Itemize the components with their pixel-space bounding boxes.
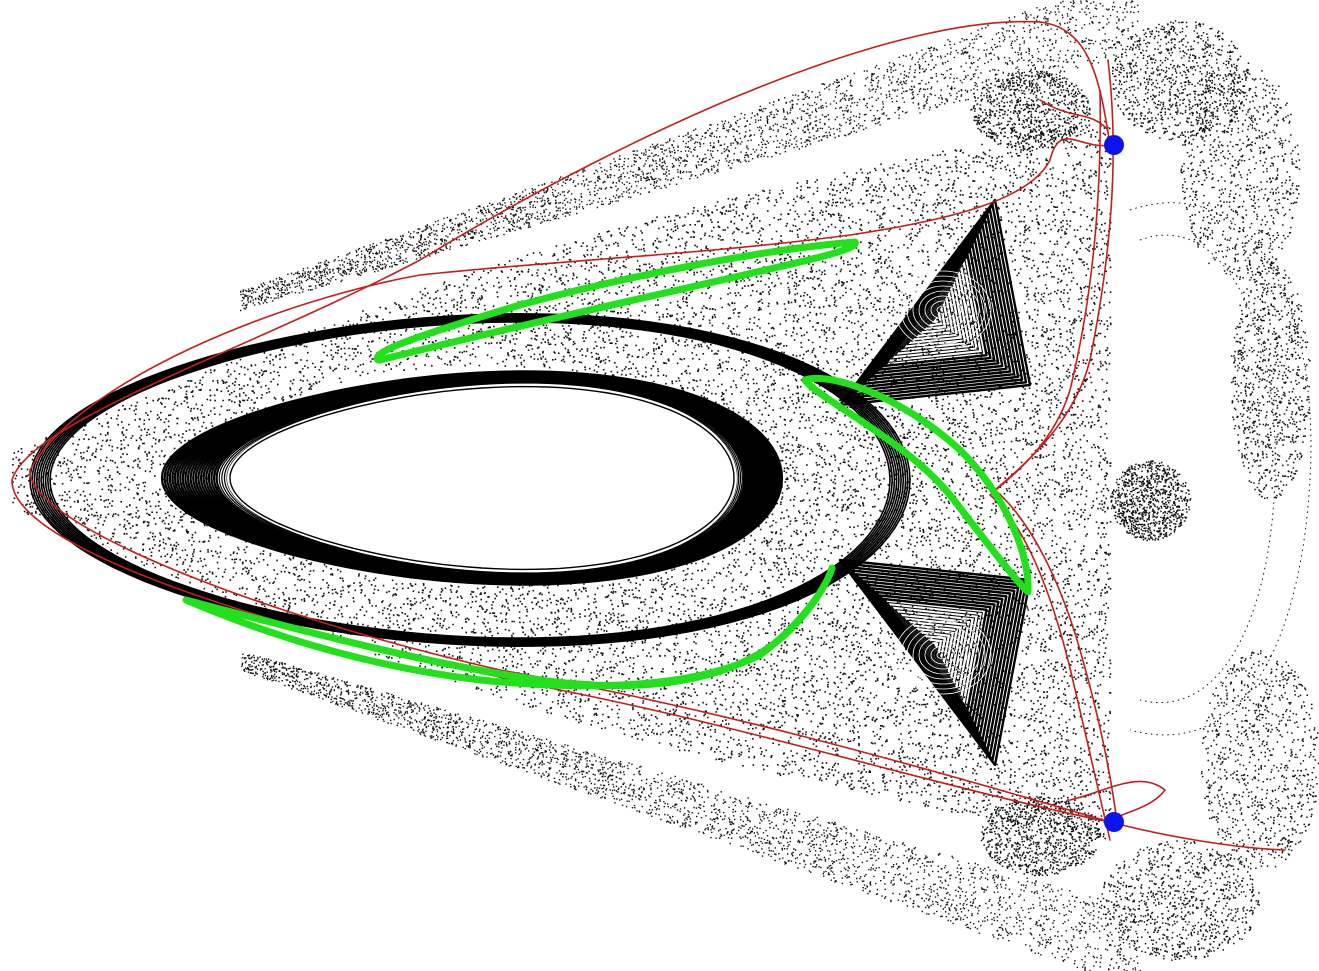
central-outer-band [44,319,896,641]
island-ring [918,630,952,666]
island-center-ring [924,295,962,325]
lower-island [838,558,1032,767]
central-island [29,312,911,648]
island-center-ring [936,650,950,660]
green-curve-bottom [182,564,836,690]
island-ring [882,597,988,712]
manifold-tail-lower-2 [1069,780,1166,823]
island-ring [918,299,952,335]
central-island-core [227,383,737,573]
island-ring [922,633,948,661]
island-ring [882,253,988,368]
island-ring [930,641,940,651]
regular-islands [29,198,1032,767]
island-center-ring [930,645,956,665]
central-outer-band [40,317,900,643]
island-center-ring [894,615,992,695]
central-outer-band [38,316,902,644]
green-curve-top [373,238,859,364]
green-curves [182,238,1032,690]
island-ring [887,259,983,363]
island-center-ring [906,280,980,340]
island-ring [891,264,979,360]
central-island-ring [215,380,746,576]
central-island-ring [221,381,742,575]
central-island-inner-ring [229,385,735,571]
manifold-inner-loop [29,138,1111,823]
upper-fixed-point [1104,135,1124,155]
manifold-curve [11,20,1286,851]
island-center-ring [900,275,986,345]
island-center-ring [918,290,968,330]
upper-island [838,198,1032,407]
island-ring [926,637,944,656]
manifold-tail-upper [1039,99,1109,131]
island-center-ring [936,305,950,315]
manifold-outer-loop [11,20,1111,823]
central-outer-band [29,312,911,648]
island-center-ring [906,625,980,685]
island-ring [906,284,964,346]
manifold-right-branch-2 [989,89,1111,841]
central-outer-band [42,318,898,642]
island-ring [930,314,940,324]
island-ring [922,304,948,332]
outer-invariant-curves [1129,202,1312,736]
central-outer-band [35,315,905,645]
island-center-ring [912,630,974,680]
green-curve-middle [801,374,1032,596]
central-outer-band [33,314,907,646]
island-center-ring [918,635,968,675]
fixed-points [1104,135,1124,832]
island-ring [887,602,983,706]
central-outer-band [49,321,891,639]
island-center-ring [924,640,962,670]
island-ring [914,294,956,339]
island-center-ring [894,270,992,350]
island-ring [926,309,944,328]
central-outer-band [46,320,894,640]
lower-fixed-point [1104,812,1124,832]
island-center-ring [912,285,974,335]
island-ring [914,626,956,671]
island-center-ring [930,300,956,320]
island-center-ring [900,620,986,690]
island-ring [891,605,979,701]
manifold-tail-lower [1109,821,1286,851]
island-ring [906,619,964,681]
chaotic-sea [12,0,1319,971]
